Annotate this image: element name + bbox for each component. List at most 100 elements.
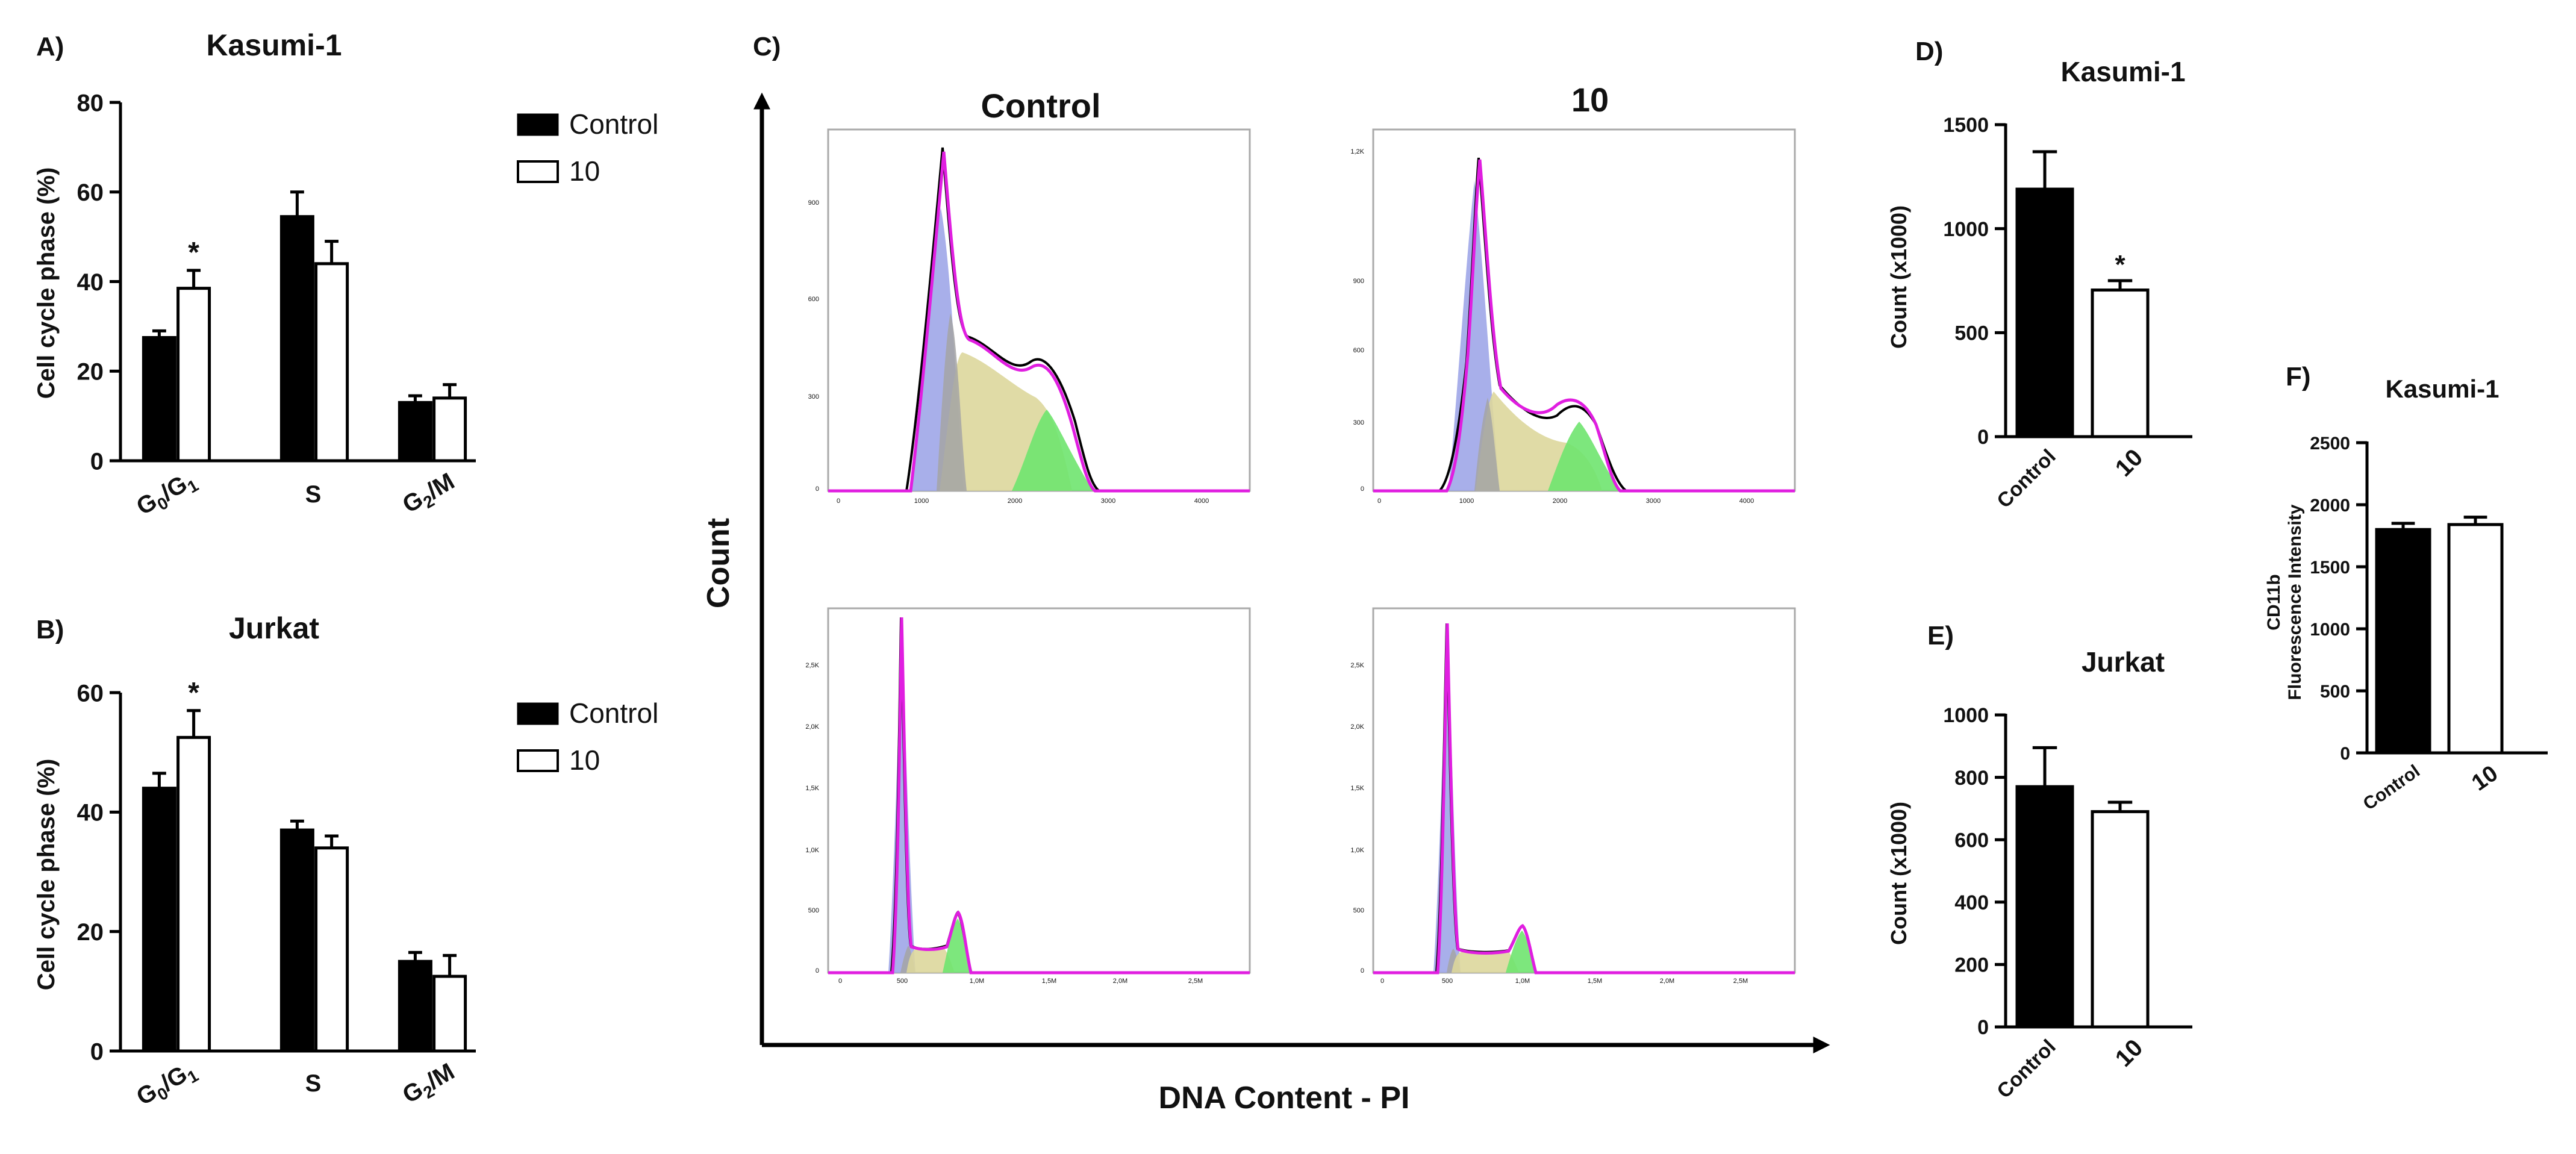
- tick: 1,0M: [970, 978, 984, 985]
- panel-b-legend-swatch-control: [517, 702, 559, 725]
- y-tick-label: 60: [77, 179, 104, 206]
- debris-fill: [937, 313, 967, 491]
- fit-histogram-trace: [1373, 159, 1795, 493]
- panel-b-legend-swatch-10: [517, 749, 559, 772]
- panel-a-legend-control: Control: [569, 108, 658, 140]
- tick: 900: [1353, 278, 1364, 285]
- tick: 500: [1353, 907, 1364, 914]
- tick: 0: [837, 497, 840, 505]
- panel-b-legend-control: Control: [569, 697, 658, 729]
- histogram-kasumi-10: 0 1000 2000 3000 4000 0 300 600 900 1,2K: [1350, 128, 1796, 505]
- y-tick-label: 20: [77, 359, 104, 385]
- bar-treated: [2091, 288, 2150, 438]
- y-tick-label: 2500: [2310, 434, 2350, 454]
- histogram-y-ticks: 0 300 600 900: [808, 199, 819, 493]
- y-tick-label: 0: [90, 1038, 104, 1065]
- panel-a-ylabel: Cell cycle phase (%): [33, 167, 60, 399]
- panel-f-title: Kasumi-1: [2385, 375, 2499, 403]
- panel-c-ylabel: Count: [701, 518, 736, 608]
- panel-a-title: Kasumi-1: [206, 28, 341, 62]
- tick: 2,5K: [1350, 662, 1364, 669]
- bar-treated: [176, 735, 211, 1053]
- y-tick-label: 80: [77, 90, 104, 116]
- y-tick-label: 400: [1954, 891, 1989, 914]
- tick: 300: [1353, 419, 1364, 426]
- panel-e-xtick-10: 10: [2110, 1034, 2148, 1072]
- g2-peak-fill: [943, 919, 973, 973]
- panel-b-xtick-s: S: [305, 1070, 322, 1097]
- panel-a-xtick-g0g1: G0/G1: [132, 466, 202, 524]
- tick: 4000: [1739, 497, 1754, 505]
- panel-b-xtick-g2m: G2/M: [398, 1058, 461, 1112]
- tick: 1,2K: [1350, 148, 1364, 155]
- panel-a-legend-swatch-control: [517, 113, 559, 136]
- y-tick-label: 1000: [1943, 704, 1989, 727]
- panel-c: C) Control 10 Count DNA Content - PI 0 1…: [701, 32, 1830, 1115]
- panel-a-label: A): [36, 32, 64, 61]
- panel-b-bars: *: [142, 677, 467, 1053]
- g2-peak-fill: [1012, 410, 1093, 491]
- panel-b-title: Jurkat: [229, 611, 319, 645]
- tick: 900: [808, 199, 819, 207]
- panel-a-y-ticks: 0 20 40 60 80: [77, 90, 120, 475]
- panel-e-title: Jurkat: [2082, 646, 2165, 678]
- bar-control: [398, 959, 432, 1053]
- panel-a-legend-swatch-10: [517, 160, 559, 183]
- histogram-y-ticks: 0 500 1,0K 1,5K 2,0K 2,5K: [1350, 662, 1364, 975]
- panel-f-ylabel-line2: Fluorescence Intensity: [2285, 504, 2305, 700]
- panel-a-bars: *: [142, 190, 467, 463]
- tick: 2,5M: [1188, 978, 1203, 985]
- panel-c-xlabel: DNA Content - PI: [1159, 1081, 1410, 1115]
- y-tick-label: 500: [2320, 682, 2350, 702]
- histogram-jurkat-10: 0 500 1,0M 1,5M 2,0M 2,5M 0 500 1,0K 1,5…: [1350, 607, 1796, 985]
- tick: 1,5K: [805, 785, 819, 792]
- histogram-x-ticks: 0 1000 2000 3000 4000: [1377, 497, 1754, 505]
- tick: 600: [808, 296, 819, 303]
- tick: 0: [1380, 978, 1384, 985]
- panel-d-title: Kasumi-1: [2060, 56, 2185, 87]
- bar-control: [279, 828, 314, 1053]
- bar-treated: [176, 287, 211, 463]
- tick: 0: [1361, 485, 1364, 493]
- tick: 0: [816, 485, 819, 493]
- tick: 1,0K: [805, 847, 819, 854]
- panel-d-bars: *: [2015, 150, 2150, 438]
- panel-b-x-ticklabels: G0/G1 S G2/M: [132, 1056, 461, 1114]
- bar-treated: [432, 975, 467, 1053]
- bar-control: [398, 401, 432, 463]
- fit-histogram-trace: [1373, 623, 1795, 975]
- tick: 2000: [1553, 497, 1567, 505]
- tick: 2,5K: [805, 662, 819, 669]
- y-tick-label: 500: [1954, 322, 1989, 345]
- tick: 2000: [1008, 497, 1022, 505]
- y-tick-label: 20: [77, 919, 104, 946]
- y-tick-label: 0: [1977, 1016, 1989, 1039]
- bar-control: [142, 335, 176, 463]
- tick: 1,5M: [1042, 978, 1056, 985]
- y-tick-label: 0: [2340, 744, 2350, 764]
- y-tick-label: 1000: [1943, 218, 1989, 241]
- tick: 1,0K: [1350, 847, 1364, 854]
- panel-b-y-ticks: 0 20 40 60: [77, 680, 120, 1065]
- histogram-y-ticks: 0 500 1,0K 1,5K 2,0K 2,5K: [805, 662, 819, 975]
- y-tick-label: 600: [1954, 829, 1989, 852]
- panel-e-ylabel: Count (x1000): [1886, 802, 1911, 945]
- panel-e-bars: [2015, 746, 2150, 1029]
- y-tick-label: 2000: [2310, 496, 2350, 516]
- panel-e-y-ticks: 0 200 400 600 800 1000: [1943, 704, 2006, 1039]
- panel-a-x-ticklabels: G0/G1 S G2/M: [132, 466, 459, 524]
- histogram-y-ticks: 0 300 600 900 1,2K: [1350, 148, 1364, 493]
- tick: 500: [808, 907, 819, 914]
- histogram-kasumi-control: 0 1000 2000 3000 4000 0 300 600 900: [808, 128, 1251, 505]
- panel-b-xtick-g0g1: G0/G1: [132, 1056, 202, 1114]
- tick: 500: [897, 978, 908, 985]
- panel-c-title-10: 10: [1571, 81, 1609, 119]
- fit-histogram-trace: [828, 151, 1250, 493]
- tick: 2,0K: [1350, 723, 1364, 731]
- bar-treated: [314, 846, 349, 1053]
- panel-e-xtick-control: Control: [1992, 1035, 2060, 1103]
- bar-control: [279, 215, 314, 463]
- bar-treated: [432, 396, 467, 463]
- s-phase-fill: [906, 949, 955, 973]
- panel-f-ylabel-line1: CD11b: [2264, 574, 2284, 630]
